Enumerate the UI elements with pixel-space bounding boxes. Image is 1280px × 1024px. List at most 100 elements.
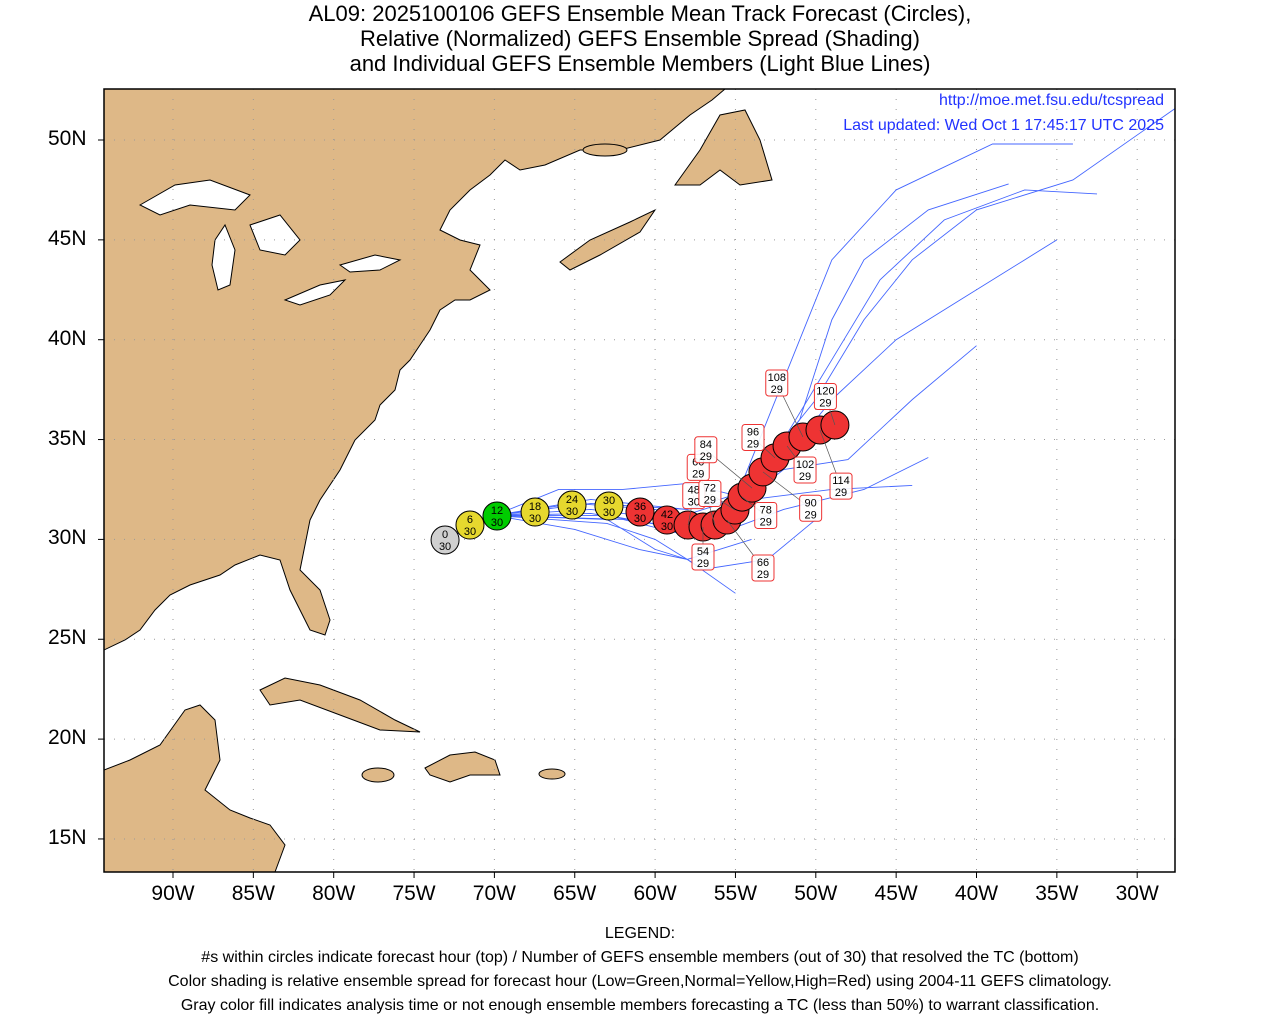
callout-box bbox=[799, 494, 823, 522]
title-line-3: and Individual GEFS Ensemble Members (Li… bbox=[349, 51, 931, 76]
forecast-hour-label: 66 bbox=[757, 557, 769, 569]
forecast-hour-label: 48 bbox=[688, 485, 700, 497]
ensemble-member-tracks bbox=[445, 108, 1175, 594]
forecast-hour-label: 96 bbox=[747, 427, 759, 439]
callout-box bbox=[829, 472, 853, 500]
callout-box bbox=[765, 369, 789, 397]
lon-tick-label: 40W bbox=[954, 882, 999, 905]
member-count-label: 29 bbox=[760, 516, 772, 528]
lon-tick-label: 75W bbox=[392, 882, 436, 905]
forecast-hour-label: 12 bbox=[491, 505, 503, 517]
track-circle bbox=[594, 491, 624, 521]
lat-tick-label: 20N bbox=[48, 726, 87, 750]
forecast-hour-label: 90 bbox=[805, 497, 817, 509]
member-count-label: 30 bbox=[464, 526, 476, 538]
title-line-2: Relative (Normalized) GEFS Ensemble Spre… bbox=[359, 26, 920, 51]
jamaica-land bbox=[361, 767, 395, 783]
callout-box bbox=[694, 436, 718, 464]
newfoundland-land bbox=[674, 109, 773, 186]
forecast-hour-label: 42 bbox=[661, 509, 673, 521]
lat-tick-label: 40N bbox=[48, 326, 87, 350]
member-count-label: 29 bbox=[757, 569, 769, 581]
forecast-hour-label: 102 bbox=[796, 459, 814, 471]
forecast-hour-label: 36 bbox=[634, 501, 646, 513]
map-frame bbox=[103, 88, 1176, 873]
member-count-label: 29 bbox=[799, 471, 811, 483]
forecast-hour-label: 54 bbox=[697, 546, 709, 558]
legend-line-2: Color shading is relative ensemble sprea… bbox=[168, 973, 1112, 990]
callout-box bbox=[691, 543, 715, 571]
track-circle bbox=[482, 501, 512, 531]
lon-tick-label: 60W bbox=[633, 882, 677, 905]
member-count-label: 30 bbox=[491, 517, 503, 529]
callout-box bbox=[741, 424, 765, 452]
callout-box bbox=[698, 480, 722, 508]
track-circle bbox=[430, 525, 460, 555]
legend-line-3: Gray color fill indicates analysis time … bbox=[180, 997, 1100, 1014]
lon-tick-label: 35W bbox=[1035, 882, 1079, 905]
lat-tick-label: 15N bbox=[48, 825, 87, 849]
member-count-label: 29 bbox=[835, 487, 847, 499]
forecast-hour-label: 108 bbox=[768, 372, 786, 384]
legend-line-1: #s within circles indicate forecast hour… bbox=[201, 949, 1079, 966]
lat-tick-label: 45N bbox=[48, 226, 87, 250]
member-count-label: 29 bbox=[819, 398, 831, 410]
source-url[interactable]: http://moe.met.fsu.edu/tcspread bbox=[938, 92, 1164, 109]
member-count-label: 29 bbox=[697, 558, 709, 570]
last-updated: Last updated: Wed Oct 1 17:45:17 UTC 202… bbox=[843, 117, 1164, 134]
member-count-label: 30 bbox=[661, 521, 673, 533]
callout-box bbox=[793, 456, 817, 484]
lat-tick-label: 50N bbox=[48, 127, 87, 150]
member-count-label: 30 bbox=[634, 513, 646, 525]
ensemble-member-line bbox=[445, 183, 1009, 540]
legend-heading: LEGEND: bbox=[604, 925, 676, 942]
track-label-callouts: 4830542960296629722978298429902996291022… bbox=[682, 369, 853, 582]
member-count-label: 30 bbox=[529, 513, 541, 525]
callout-box bbox=[754, 501, 778, 529]
track-point-0: 030 bbox=[430, 525, 460, 555]
track-circle bbox=[557, 490, 587, 520]
track-circle bbox=[455, 510, 485, 540]
lon-tick-label: 55W bbox=[713, 882, 758, 905]
lon-tick-label: 90W bbox=[151, 882, 195, 905]
track-circle bbox=[625, 497, 655, 527]
forecast-hour-label: 6 bbox=[467, 514, 473, 526]
forecast-hour-label: 30 bbox=[603, 495, 615, 507]
member-count-label: 29 bbox=[700, 451, 712, 463]
lon-tick-label: 65W bbox=[553, 882, 597, 905]
ensemble-member-line bbox=[445, 189, 1098, 540]
prince-edward-island-land bbox=[582, 143, 628, 157]
track-point-6: 630 bbox=[455, 510, 485, 540]
member-count-label: 29 bbox=[692, 468, 704, 480]
member-count-label: 29 bbox=[771, 384, 783, 396]
member-count-label: 29 bbox=[704, 495, 716, 507]
central-america-land bbox=[104, 704, 286, 872]
forecast-hour-label: 114 bbox=[832, 475, 850, 487]
cuba-land bbox=[259, 677, 421, 733]
lon-tick-label: 85W bbox=[231, 882, 275, 905]
forecast-hour-label: 120 bbox=[816, 386, 834, 398]
lat-tick-label: 30N bbox=[48, 526, 87, 550]
lat-tick-label: 35N bbox=[48, 426, 87, 450]
forecast-hour-label: 18 bbox=[529, 501, 541, 513]
nova-scotia-land bbox=[559, 208, 657, 271]
member-count-label: 30 bbox=[688, 497, 700, 509]
lon-tick-label: 80W bbox=[312, 882, 356, 905]
member-count-label: 30 bbox=[439, 541, 451, 553]
forecast-hour-label: 72 bbox=[704, 483, 716, 495]
lat-tick-label: 25N bbox=[48, 626, 87, 650]
